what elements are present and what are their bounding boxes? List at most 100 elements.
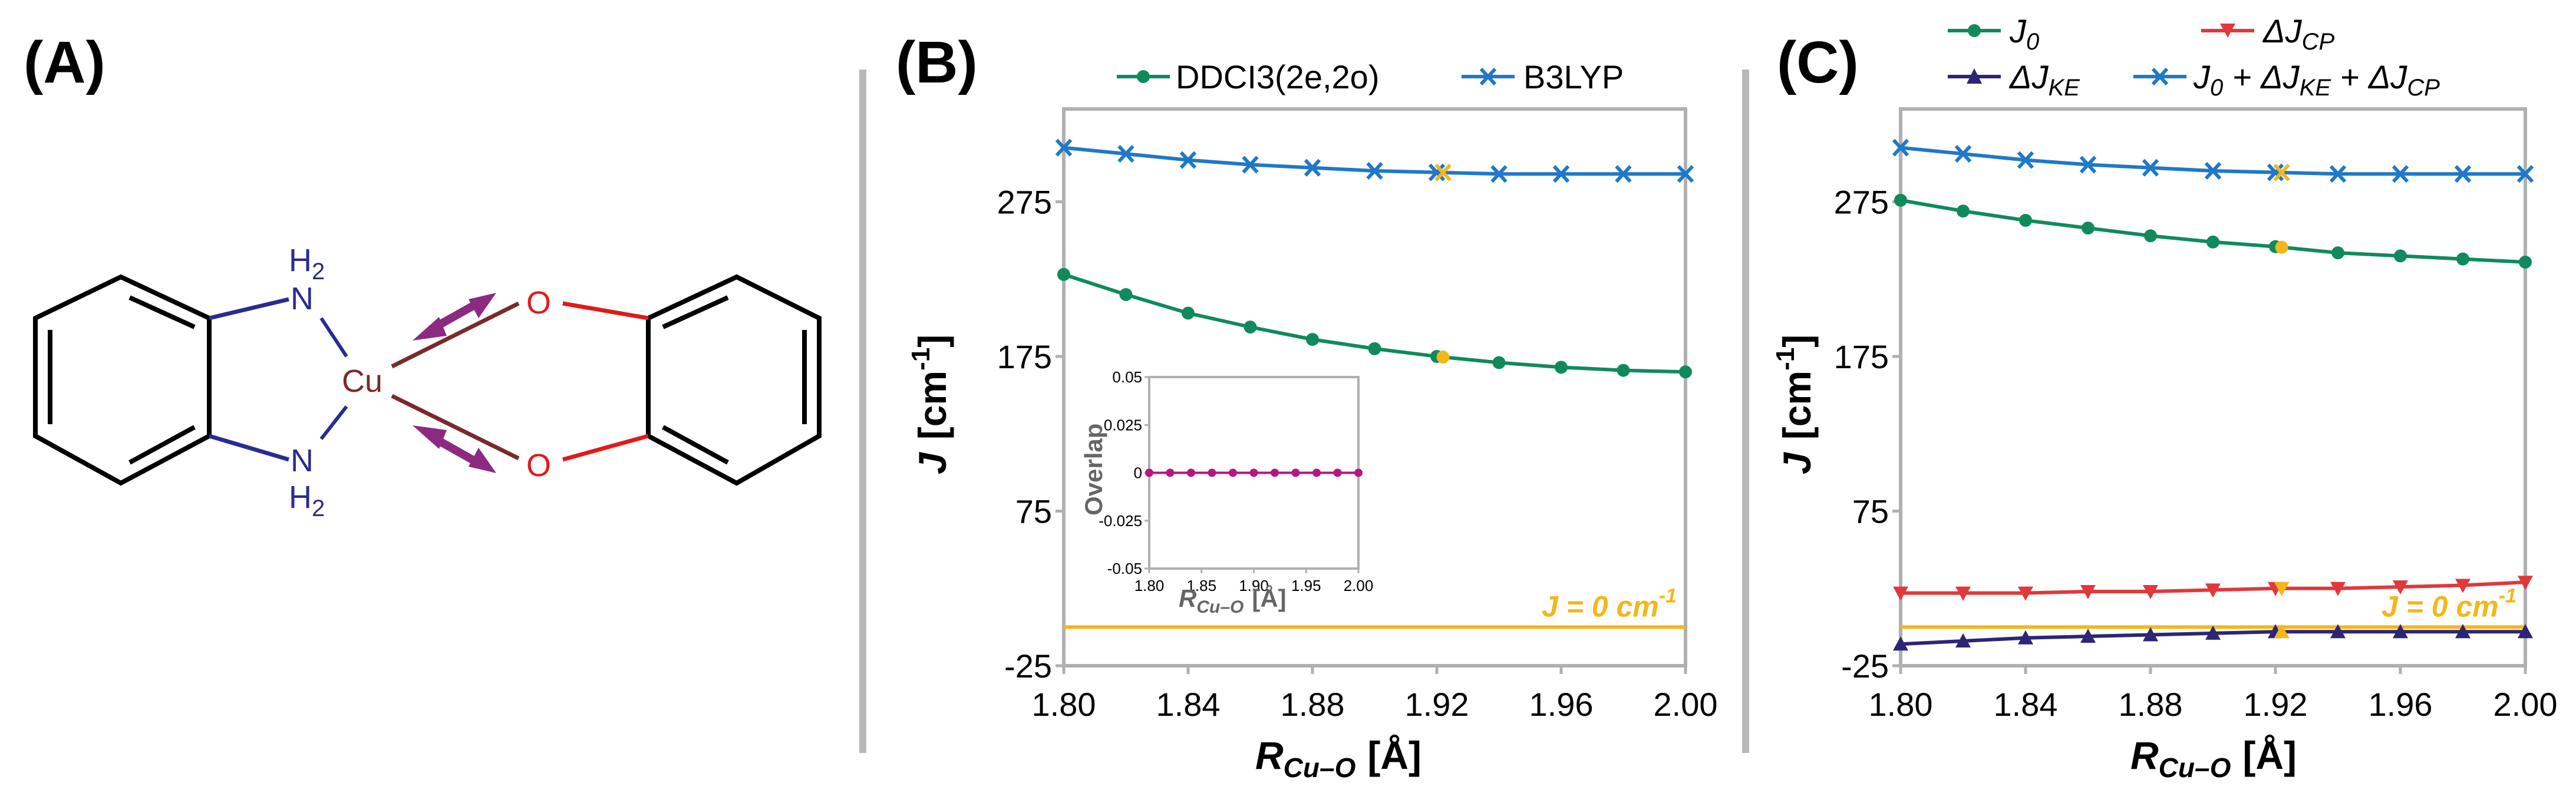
legend-label-sum: J0 + ΔJKE + ΔJCP xyxy=(2193,58,2440,101)
bond-o-c-bottom xyxy=(562,434,649,462)
data-point-b-1 xyxy=(1117,145,1134,163)
data-point-b-0 xyxy=(1306,333,1319,346)
y-tick-label-b: -25 xyxy=(1004,647,1052,685)
data-point-b-1 xyxy=(1055,138,1073,157)
bond-cu-o-bottom xyxy=(391,394,520,461)
data-point-c-1 xyxy=(2518,576,2533,590)
data-point-c-0 xyxy=(2082,222,2095,235)
atom-h-top: H2 xyxy=(289,243,325,285)
data-point-c-3 xyxy=(2267,163,2284,181)
x-tick-label-b: 1.80 xyxy=(1032,686,1096,723)
y-tick-label-c: 275 xyxy=(1834,184,1889,221)
data-point-c-1 xyxy=(2080,585,2096,599)
separator-left xyxy=(859,70,866,753)
highlight-point-c-3 xyxy=(2273,163,2290,181)
legend-b: DDCI3(2e,2o) B3LYP xyxy=(1117,58,1624,95)
bond-n-cu-top xyxy=(319,317,348,358)
atom-n-bottom: N xyxy=(291,443,314,478)
data-point-b-0 xyxy=(1617,364,1630,377)
inset-x-tick-label: 1.95 xyxy=(1291,577,1321,594)
highlight-point-c-2 xyxy=(2274,624,2290,639)
highlight-point-c-1 xyxy=(2274,581,2290,596)
data-point-c-0 xyxy=(1894,193,1907,207)
data-point-b-1 xyxy=(1304,158,1321,177)
data-point-b-1 xyxy=(1552,165,1570,183)
data-point-c-1 xyxy=(2330,581,2346,596)
inset-data-point xyxy=(1187,468,1195,477)
inset-data-point xyxy=(1166,468,1175,477)
data-point-c-2 xyxy=(2393,624,2408,639)
legend-item-djke: ΔJKE xyxy=(1948,58,2080,101)
data-point-b-1 xyxy=(1490,165,1508,183)
bond-o-c-top xyxy=(562,301,649,320)
y-tick-label-c: -25 xyxy=(1841,647,1889,685)
data-point-c-0 xyxy=(1957,204,1970,218)
panel-label-a: (A) xyxy=(24,29,105,95)
data-point-c-3 xyxy=(2454,165,2472,183)
inset-y-tick-label: -0.05 xyxy=(1107,560,1142,577)
highlight-point-c-0 xyxy=(2275,240,2288,254)
panel-label-b: (B) xyxy=(896,29,978,95)
data-point-c-1 xyxy=(2393,580,2408,595)
data-point-b-1 xyxy=(1677,165,1694,183)
data-point-c-3 xyxy=(1954,145,1972,163)
legend-label-ddci: DDCI3(2e,2o) xyxy=(1176,58,1379,95)
legend-label-djke: ΔJKE xyxy=(2008,58,2080,101)
inset-ticks: -0.05 -0.025 0 0.025 0.05 1.80 1.85 1.90 1.95 2.0… xyxy=(1099,368,1373,594)
data-point-c-0 xyxy=(2394,249,2407,263)
inset-data-point xyxy=(1333,468,1342,477)
data-point-c-0 xyxy=(2456,252,2469,266)
legend-c: J0 ΔJCP ΔJKE J0 + ΔJKE + ΔJCP xyxy=(1948,12,2440,101)
x-tick-label-c: 1.92 xyxy=(2244,686,2308,723)
data-point-c-3 xyxy=(2329,165,2347,183)
inset-data-point xyxy=(1312,468,1321,477)
inset-data-point xyxy=(1291,468,1300,477)
legend-item-b3lyp: B3LYP xyxy=(1462,58,1624,95)
y-tick-label-c: 75 xyxy=(1852,493,1889,530)
chart-panel-b: -25 75 175 275 1.80 1.84 1.88 1.92 1.96 2.00 J =… xyxy=(906,58,1718,783)
data-point-c-2 xyxy=(2205,625,2221,640)
legend-item-djcp: ΔJCP xyxy=(2201,12,2334,55)
y-tick-label-b: 275 xyxy=(997,184,1052,221)
inset-x-tick-label: 1.90 xyxy=(1239,577,1269,594)
reference-label-c: J = 0 cm-1 xyxy=(2382,584,2516,623)
highlight-point-b-1 xyxy=(1434,163,1452,181)
data-point-b-0 xyxy=(1492,356,1506,369)
bond-cu-o-top xyxy=(391,301,520,369)
reference-line-b: J = 0 cm-1 xyxy=(1064,584,1686,629)
series-line-b-0 xyxy=(1063,273,1686,374)
data-point-c-0 xyxy=(2144,229,2157,243)
x-tick-label-c: 1.88 xyxy=(2119,686,2183,723)
data-point-b-1 xyxy=(1428,163,1446,181)
y-axis-title-b: J[cm-1] xyxy=(906,335,954,474)
x-ticks-b: 1.80 1.84 1.88 1.92 1.96 2.00 xyxy=(1032,666,1718,723)
plot-frame-b xyxy=(1062,107,1687,668)
data-point-c-1 xyxy=(2143,585,2158,599)
data-point-b-0 xyxy=(1555,361,1568,374)
data-point-c-2 xyxy=(2330,624,2346,639)
inset-data-point xyxy=(1229,468,1237,477)
legend-label-b3lyp: B3LYP xyxy=(1523,58,1624,95)
data-point-c-2 xyxy=(2518,624,2533,639)
data-point-c-3 xyxy=(2017,151,2034,169)
bond-c-n-bottom xyxy=(209,434,289,462)
data-point-c-3 xyxy=(2142,158,2159,177)
data-point-c-1 xyxy=(2018,586,2033,601)
inset-data-point xyxy=(1271,468,1279,477)
y-tick-label-c: 175 xyxy=(1834,338,1889,375)
x-tick-label-b: 1.84 xyxy=(1156,686,1221,723)
inset-x-title: RCu–O [Å] xyxy=(1179,584,1287,617)
data-point-c-1 xyxy=(1955,586,1971,601)
data-point-c-0 xyxy=(2331,246,2344,260)
inset-x-tick-label: 2.00 xyxy=(1344,577,1374,594)
reference-label-b: J = 0 cm-1 xyxy=(1542,584,1677,623)
data-point-c-2 xyxy=(1955,633,1971,647)
y-tick-label-b: 175 xyxy=(997,338,1052,375)
series-b xyxy=(1055,138,1694,379)
inset-data-point xyxy=(1208,468,1216,477)
inset-x-tick-label: 1.85 xyxy=(1186,577,1216,594)
stretch-arrow-top xyxy=(413,293,496,341)
inset-data-point xyxy=(1145,468,1153,477)
atom-o-top: O xyxy=(526,285,551,320)
